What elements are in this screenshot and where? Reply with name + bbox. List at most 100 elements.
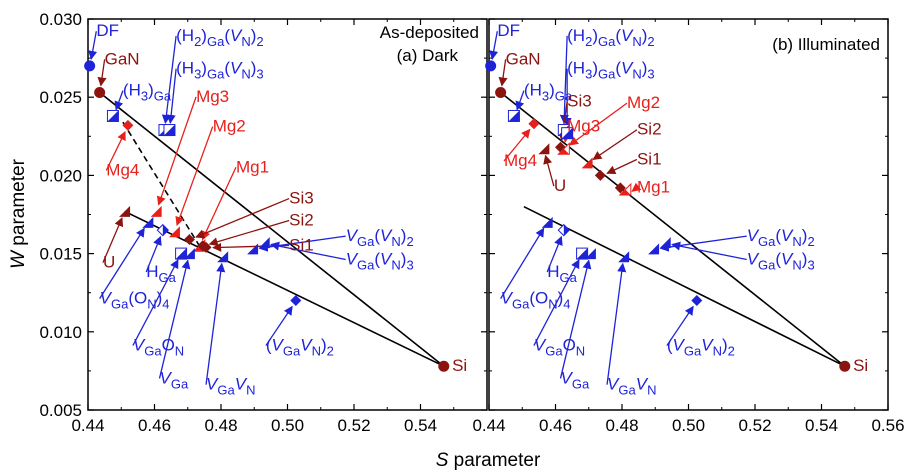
leader-arrow xyxy=(175,126,214,227)
leader-arrow xyxy=(606,262,627,385)
leader-arrow xyxy=(500,227,545,299)
x-tick-label: 0.54 xyxy=(805,416,838,435)
leader-arrow xyxy=(498,59,508,87)
marker-VGaVN3 xyxy=(659,237,671,249)
marker-DF xyxy=(84,60,96,72)
x-tick-label: 0.52 xyxy=(337,416,370,435)
point-label-hga: HGa xyxy=(547,262,577,285)
point-label-mg1: Mg1 xyxy=(637,178,670,197)
trend-line-GaN-Si xyxy=(500,91,846,367)
marker-VGaVN_2 xyxy=(691,295,703,307)
marker-GaN xyxy=(495,87,507,99)
marker-VGaON4 xyxy=(142,216,154,228)
leader-arrow xyxy=(161,35,177,125)
y-tick-label: 0.010 xyxy=(39,323,82,342)
marker-U xyxy=(538,143,550,155)
marker-VGa xyxy=(183,248,195,260)
leader-arrow xyxy=(666,305,694,346)
point-label-u: U xyxy=(554,176,566,195)
leader-arrow xyxy=(606,158,638,175)
panel-title: As-deposited xyxy=(380,23,479,42)
point-label-vgavn3: VGa(VN)3 xyxy=(747,250,815,273)
point-label-vgavn2: (VGaVN)2 xyxy=(667,336,735,359)
y-tick-label: 0.020 xyxy=(39,166,82,185)
point-label-vgaon: VGaON xyxy=(133,336,184,359)
marker-VGaVN3 xyxy=(258,237,270,249)
marker-U xyxy=(119,205,131,217)
marker-VGaON xyxy=(576,247,589,260)
marker-Mg3 xyxy=(557,142,570,155)
leader-arrow xyxy=(559,259,592,379)
leader-arrow xyxy=(659,235,747,252)
leader-arrow xyxy=(515,90,525,111)
x-axis-label: S parameter xyxy=(436,450,541,471)
marker-VGaVN2 xyxy=(247,243,259,255)
point-label-mg3: Mg3 xyxy=(196,87,229,106)
x-tick-label: 0.48 xyxy=(204,416,237,435)
leader-arrow xyxy=(265,305,293,346)
point-label-mg4: Mg4 xyxy=(504,151,537,170)
panel-subtitle: (b) Illuminated xyxy=(772,35,880,54)
marker-VGaVN2 xyxy=(648,243,660,255)
y-tick-label: 0.030 xyxy=(39,10,82,29)
point-label-si2: Si2 xyxy=(637,120,662,139)
point-label-gan: GaN xyxy=(506,49,541,68)
point-label-h3ga: (H3)Ga xyxy=(524,81,573,104)
marker-Si xyxy=(438,360,450,372)
point-label-vgaon4: VGa(ON)4 xyxy=(100,289,170,312)
marker-H3Ga xyxy=(507,109,520,122)
point-label-si1: Si1 xyxy=(637,149,662,168)
x-tick-label: 0.50 xyxy=(271,416,304,435)
marker-HGa xyxy=(156,223,170,237)
x-tick-label: 0.46 xyxy=(539,416,572,435)
leader-arrow xyxy=(166,68,177,124)
point-label-si3: Si3 xyxy=(567,92,592,111)
point-label-si2: Si2 xyxy=(289,210,314,229)
x-tick-label: 0.56 xyxy=(871,416,904,435)
marker-VGaVN_2 xyxy=(290,295,302,307)
trend-line-lower xyxy=(523,205,846,367)
leader-arrow xyxy=(592,129,638,160)
point-label-mg2: Mg2 xyxy=(627,93,660,112)
marker-DF xyxy=(485,60,497,72)
leader-arrow xyxy=(559,35,569,124)
y-tick-label: 0.005 xyxy=(39,401,82,420)
marker-Mg1 xyxy=(618,182,632,196)
marker-VGaON4 xyxy=(541,216,553,228)
point-label-vgaon: VGaON xyxy=(534,336,585,359)
point-label-u: U xyxy=(103,253,115,272)
y-axis-label: W parameter xyxy=(8,158,29,268)
leader-arrow xyxy=(631,182,642,192)
marker-VGaON xyxy=(175,247,188,260)
point-label-gan: GaN xyxy=(105,49,140,68)
x-tick-label: 0.48 xyxy=(605,416,638,435)
leader-arrow xyxy=(546,235,563,273)
marker-VGaVN xyxy=(217,251,229,263)
leader-arrow xyxy=(201,166,237,241)
y-tick-label: 0.015 xyxy=(39,245,82,264)
point-label-si: Si xyxy=(853,356,868,375)
marker-Si2 xyxy=(594,169,606,181)
panel-subtitle: (a) Dark xyxy=(397,46,459,65)
point-label-vgavn2: VGa(VN)2 xyxy=(346,226,414,249)
point-label-vgavn: VGaVN xyxy=(206,375,255,398)
leader-arrow xyxy=(145,235,162,273)
point-label-mg3: Mg3 xyxy=(567,117,600,136)
leader-arrow xyxy=(568,102,628,146)
leader-arrow xyxy=(671,241,747,261)
marker-Si1 xyxy=(200,241,212,253)
point-label-h3ga: (H3)Ga xyxy=(123,81,172,104)
leader-arrow xyxy=(105,130,126,171)
point-label-hga: HGa xyxy=(146,262,176,285)
marker-Si3 xyxy=(183,234,195,246)
leader-arrow xyxy=(533,259,580,346)
leader-arrow xyxy=(158,259,191,379)
x-tick-label: 0.50 xyxy=(672,416,705,435)
panel-as-deposited-dark: 0.44 0.46 0.48 0.50 0.52 0.54 0.005 0.010 0.015 0… xyxy=(39,10,488,435)
panel-illuminated: 0.44 0.46 0.48 0.50 0.52 0.54 0.56DFGaN(H3)Ga(… xyxy=(472,18,905,435)
marker-Mg2 xyxy=(168,226,180,238)
marker-Si xyxy=(839,360,851,372)
leader-arrow xyxy=(156,96,197,206)
x-tick-label: 0.54 xyxy=(404,416,437,435)
leader-arrow xyxy=(270,241,346,261)
